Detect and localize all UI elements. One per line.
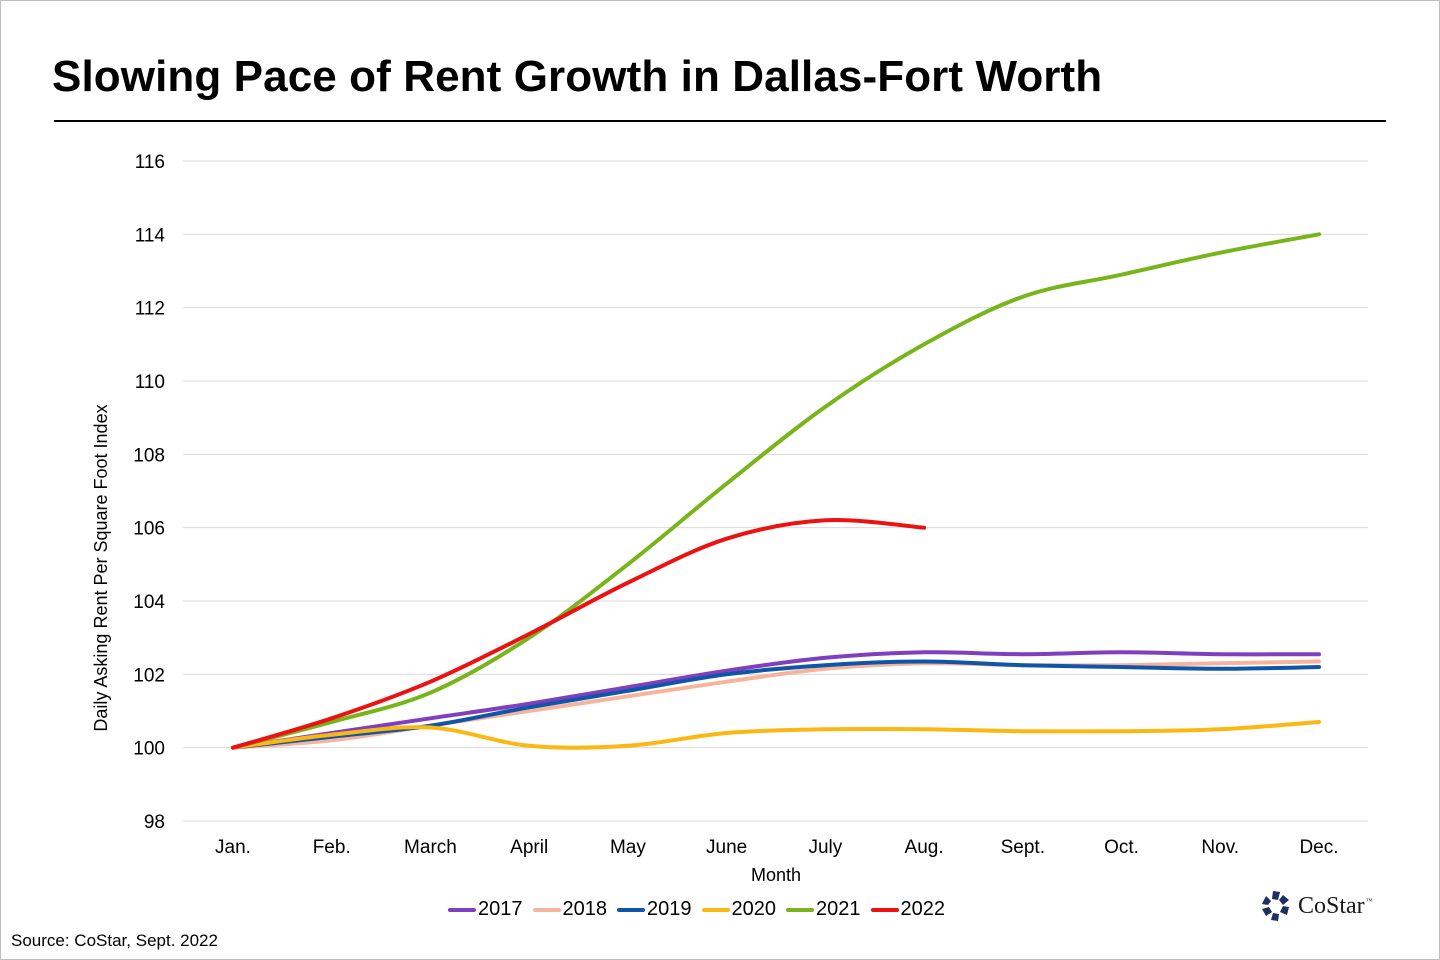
x-tick-label: Oct. bbox=[1104, 837, 1139, 858]
legend-item-2019: 2019 bbox=[617, 898, 692, 921]
y-tick-label: 106 bbox=[133, 519, 165, 540]
legend-swatch bbox=[870, 907, 899, 912]
x-tick-label: Feb. bbox=[313, 837, 351, 858]
y-tick-label: 110 bbox=[135, 372, 165, 393]
legend-item-2022: 2022 bbox=[870, 898, 946, 921]
legend-item-2017: 2017 bbox=[448, 898, 523, 921]
legend-item-2018: 2018 bbox=[532, 898, 608, 921]
y-tick-label: 114 bbox=[135, 225, 166, 246]
x-tick-labels: Jan. Feb. March April May June July Aug. Sept. Oc… bbox=[215, 837, 1339, 858]
legend-label: 2021 bbox=[816, 898, 861, 920]
y-tick-label: 100 bbox=[133, 739, 165, 760]
title-underline bbox=[54, 120, 1386, 122]
costar-star-icon bbox=[1262, 891, 1289, 921]
x-tick-label: Jan. bbox=[215, 837, 251, 858]
x-tick-label: April bbox=[510, 837, 548, 858]
x-tick-label: May bbox=[610, 837, 646, 858]
legend-swatch bbox=[786, 907, 814, 912]
legend-swatch bbox=[532, 907, 561, 912]
logo-wordmark: CoStar™ bbox=[1298, 893, 1373, 920]
legend-item-2020: 2020 bbox=[701, 898, 777, 921]
x-tick-label: Nov. bbox=[1201, 837, 1239, 858]
y-axis-title: Daily Asking Rent Per Square Foot Index bbox=[91, 404, 111, 731]
y-tick-label: 98 bbox=[144, 812, 165, 833]
gridlines bbox=[183, 160, 1368, 822]
x-tick-label: June bbox=[706, 837, 747, 858]
x-axis-title: Month bbox=[751, 865, 801, 885]
series-lines bbox=[231, 232, 1321, 750]
x-tick-label: July bbox=[808, 837, 842, 858]
legend-label: 2020 bbox=[731, 898, 777, 920]
series-line-2017 bbox=[231, 650, 1321, 750]
logo-trademark: ™ bbox=[1365, 896, 1373, 905]
y-tick-label: 112 bbox=[135, 299, 165, 320]
series-line-2022 bbox=[231, 518, 927, 750]
source-note: Source: CoStar, Sept. 2022 bbox=[11, 931, 218, 950]
series-line-2021 bbox=[231, 232, 1321, 750]
legend-swatch bbox=[701, 907, 730, 912]
legend-label: 2019 bbox=[647, 898, 692, 920]
x-tick-label: Sept. bbox=[1001, 837, 1045, 858]
series-line-2020 bbox=[231, 720, 1321, 750]
x-tick-label: Aug. bbox=[905, 837, 944, 858]
legend-label: 2017 bbox=[478, 898, 523, 920]
y-tick-label: 116 bbox=[135, 152, 165, 173]
y-tick-label: 102 bbox=[133, 665, 165, 686]
legend-label: 2022 bbox=[900, 898, 946, 920]
costar-logo: CoStar™ bbox=[1260, 890, 1373, 922]
legend-label: 2018 bbox=[562, 898, 608, 920]
legend-swatch bbox=[617, 907, 645, 912]
x-tick-label: March bbox=[404, 837, 457, 858]
legend-item-2021: 2021 bbox=[786, 898, 861, 921]
y-tick-labels: 98 100 102 104 106 108 110 112 114 116 bbox=[133, 152, 165, 833]
legend-swatch bbox=[448, 907, 476, 912]
logo-text: CoStar bbox=[1298, 892, 1365, 919]
y-tick-label: 104 bbox=[133, 592, 165, 613]
y-tick-label: 108 bbox=[133, 445, 165, 466]
chart-legend: 2017 2018 2019 2020 2021 2022 bbox=[448, 898, 955, 921]
x-tick-label: Dec. bbox=[1299, 837, 1338, 858]
chart-title: Slowing Pace of Rent Growth in Dallas-Fo… bbox=[52, 52, 1103, 101]
